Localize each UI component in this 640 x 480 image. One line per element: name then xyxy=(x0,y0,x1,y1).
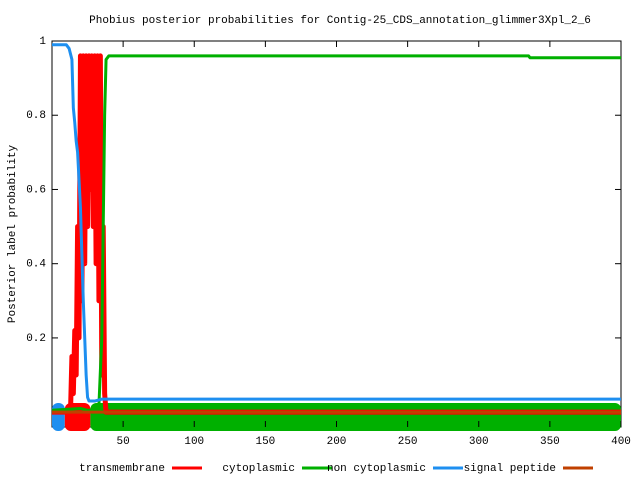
x-tick-label: 250 xyxy=(398,436,418,448)
chart-title: Phobius posterior probabilities for Cont… xyxy=(89,15,591,27)
legend-label: transmembrane xyxy=(79,463,165,475)
y-tick-label: 0.8 xyxy=(26,110,46,122)
y-axis-label: Posterior label probability xyxy=(7,144,19,323)
series-line xyxy=(51,54,621,412)
y-tick-label: 0.6 xyxy=(26,184,46,196)
y-tick-label: 0.2 xyxy=(26,333,46,345)
legend-label: non cytoplasmic xyxy=(327,463,426,475)
x-tick-label: 100 xyxy=(184,436,204,448)
y-tick-label: 0.4 xyxy=(26,259,46,271)
series-line xyxy=(52,53,621,415)
legend-label: cytoplasmic xyxy=(222,463,295,475)
x-tick-label: 150 xyxy=(255,436,275,448)
x-tick-label: 200 xyxy=(327,436,347,448)
series-line xyxy=(52,43,621,403)
legend-label: signal peptide xyxy=(464,463,556,475)
x-tick-label: 350 xyxy=(540,436,560,448)
x-tick-label: 50 xyxy=(117,436,130,448)
x-tick-label: 300 xyxy=(469,436,489,448)
topology-segment xyxy=(52,403,65,431)
x-tick-label: 400 xyxy=(611,436,631,448)
plot-frame xyxy=(51,40,622,428)
topology-segment xyxy=(90,403,622,431)
y-tick-label: 1 xyxy=(39,36,46,48)
